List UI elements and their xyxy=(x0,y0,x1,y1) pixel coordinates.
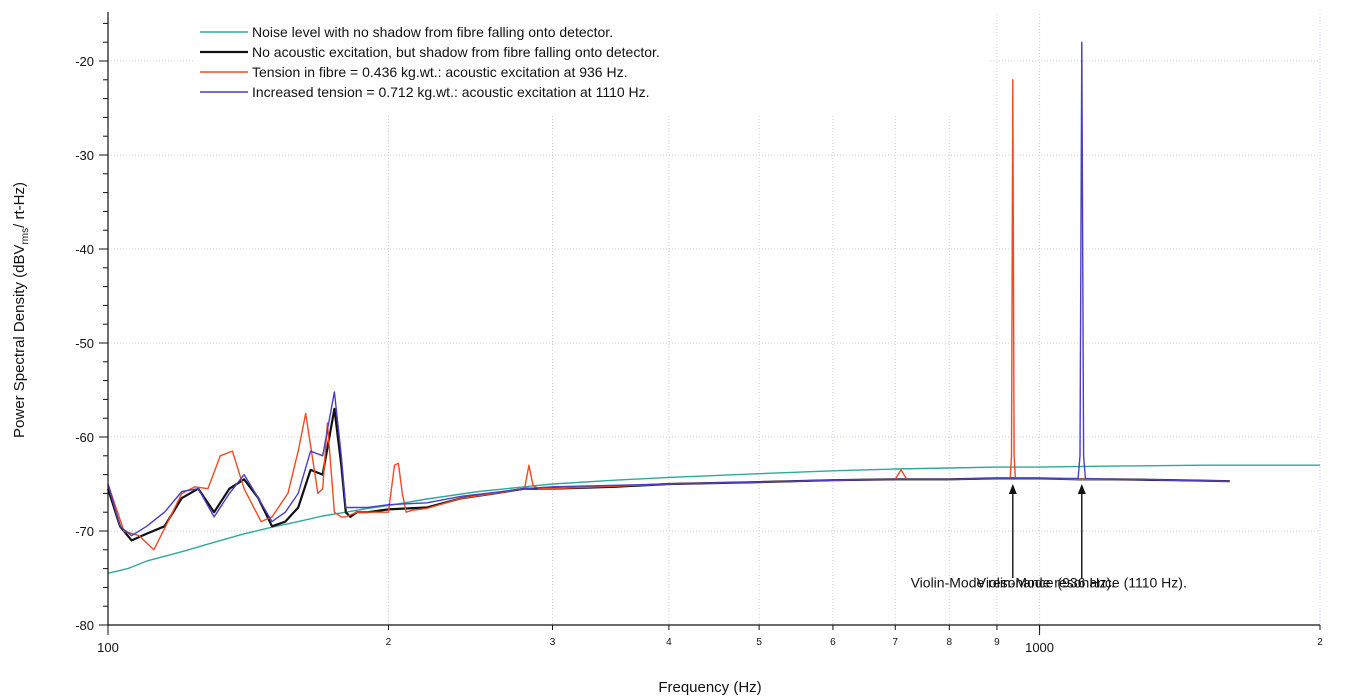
y-tick-label: -30 xyxy=(75,148,94,163)
x-minor-tick-label: 2 xyxy=(1317,637,1323,648)
legend-label-4: Increased tension = 0.712 kg.wt.: acoust… xyxy=(252,84,650,100)
series-lines xyxy=(106,41,1320,574)
legend-label-2: No acoustic excitation, but shadow from … xyxy=(252,44,660,60)
legend-label-1: Noise level with no shadow from fibre fa… xyxy=(252,24,613,40)
y-tick-label: -60 xyxy=(75,430,94,445)
axes: -80 -70 -60 -50 -40 -30 -20 100 1000 2 3 4 5 6 7 8 9 2 xyxy=(75,12,1323,655)
x-major-tick-label: 1000 xyxy=(1025,640,1054,655)
x-minor-tick-label: 6 xyxy=(830,637,836,648)
series-line-1 xyxy=(107,464,1320,574)
y-axis-title-subscript: rms xyxy=(20,228,31,245)
x-major-tick-label: 100 xyxy=(97,640,119,655)
series-line-3 xyxy=(107,79,1230,551)
x-axis-title: Frequency (Hz) xyxy=(658,679,761,696)
legend-label-3: Tension in fibre = 0.436 kg.wt.: acousti… xyxy=(252,64,627,80)
y-axis-title-main: Power Spectral Density (dBV xyxy=(11,245,28,438)
annotation-label-1: Violin-Mode resonance (936 Hz). xyxy=(911,574,1115,590)
y-axis-title: Power Spectral Density (dBVrms/ rt-Hz) xyxy=(11,182,31,438)
x-minor-tick-label: 4 xyxy=(666,637,672,648)
x-minor-tick-label: 3 xyxy=(550,637,556,648)
y-tick-label: -50 xyxy=(75,336,94,351)
legend: Noise level with no shadow from fibre fa… xyxy=(195,10,990,116)
x-minor-tick-label: 8 xyxy=(947,637,953,648)
y-axis-title-end: / rt-Hz) xyxy=(11,182,28,228)
annotation-label-2: Violin-Mode resonance (1110 Hz). xyxy=(977,574,1187,590)
annotation-arrowhead-2 xyxy=(1077,484,1086,494)
series-line-4 xyxy=(107,41,1230,537)
y-tick-label: -40 xyxy=(75,242,94,257)
annotations: Violin-Mode resonance (936 Hz).Violin-Mo… xyxy=(911,484,1187,590)
x-minor-tick-label: 9 xyxy=(994,637,1000,648)
y-tick-label: -20 xyxy=(75,54,94,69)
y-tick-label: -70 xyxy=(75,524,94,539)
y-tick-label: -80 xyxy=(75,618,94,633)
x-minor-tick-label: 7 xyxy=(892,637,898,648)
annotation-arrowhead-1 xyxy=(1008,484,1017,494)
x-minor-tick-label: 2 xyxy=(386,637,392,648)
x-minor-tick-label: 5 xyxy=(756,637,762,648)
